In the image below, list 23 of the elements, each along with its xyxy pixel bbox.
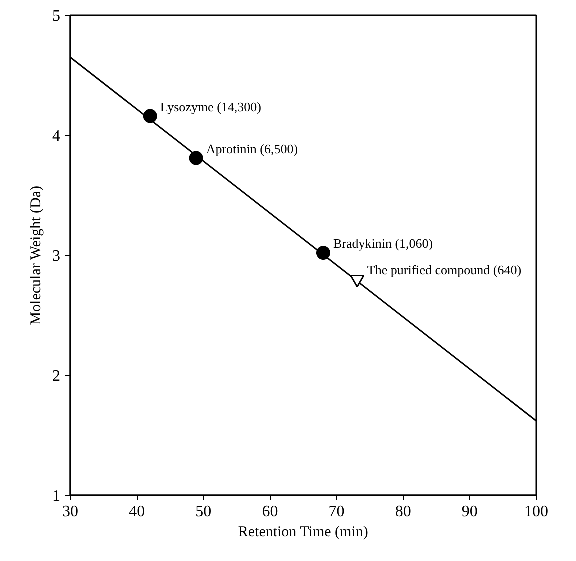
annotation: The purified compound (640)	[367, 262, 522, 278]
y-tick-label: 3	[52, 248, 60, 265]
y-tick-label: 4	[52, 128, 60, 145]
x-tick-label: 30	[62, 504, 78, 520]
point	[143, 109, 158, 124]
x-tick-label: 60	[262, 504, 278, 520]
point	[189, 151, 204, 166]
y-axis-title: Molecular Weight (Da)	[28, 186, 44, 326]
x-tick-label: 80	[395, 504, 412, 520]
x-tick-label: 70	[328, 504, 345, 520]
x-tick-label: 40	[129, 504, 146, 520]
x-tick-label: 90	[462, 504, 478, 520]
annotation: Aprotinin (6,500)	[206, 141, 298, 156]
point	[350, 274, 365, 288]
annotation: Lysozyme (14,300)	[160, 99, 262, 114]
x-tick-label: 100	[524, 504, 548, 520]
annotation: Bradykinin (1,060)	[333, 236, 434, 252]
y-tick-label: 5	[52, 8, 60, 25]
x-tick-label: 50	[196, 504, 212, 520]
y-tick-label: 1	[52, 488, 60, 505]
x-axis-title: Retention Time (min)	[238, 524, 368, 540]
point	[316, 246, 330, 260]
y-tick-label: 2	[52, 368, 60, 385]
